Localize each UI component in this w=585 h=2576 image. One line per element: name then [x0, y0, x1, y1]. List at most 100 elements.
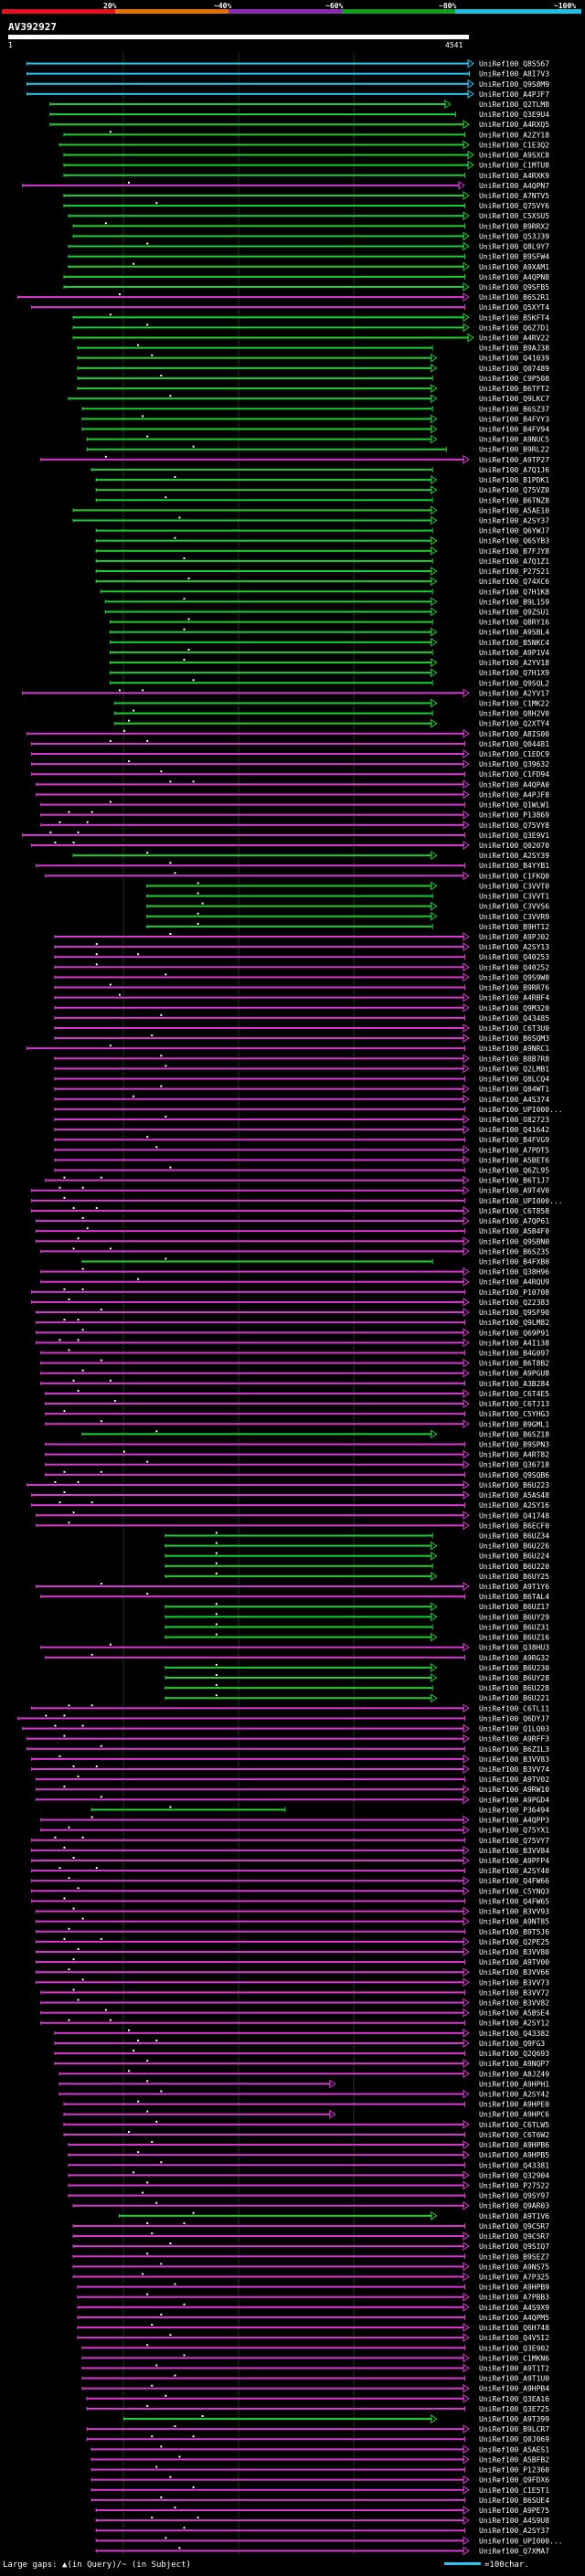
- hit-label[interactable]: UniRef100_A7Q1Z1: [479, 557, 549, 566]
- hit-bar[interactable]: [118, 2214, 432, 2217]
- hit-row[interactable]: UniRef100_A4PJF7: [27, 89, 549, 99]
- hit-label[interactable]: UniRef100_UPI000...: [479, 2537, 563, 2545]
- hit-bar[interactable]: [81, 2347, 464, 2349]
- hit-row[interactable]: UniRef100_Q4FW65: [31, 1897, 549, 1905]
- hit-bar[interactable]: [45, 1473, 464, 1476]
- hit-label[interactable]: UniRef100_Q7XMA7: [479, 2547, 549, 2555]
- hit-row[interactable]: UniRef100_A9TV02: [36, 1776, 549, 1784]
- hit-row[interactable]: UniRef100_A4RV22: [72, 333, 550, 343]
- hit-row[interactable]: UniRef100_A9T1T2: [81, 2363, 550, 2372]
- hit-row[interactable]: UniRef100_A4S9X9: [77, 2302, 550, 2312]
- hit-label[interactable]: UniRef100_A7P325: [479, 2273, 549, 2281]
- hit-bar[interactable]: [54, 1149, 464, 1151]
- hit-row[interactable]: UniRef100_Q38HU3: [40, 1642, 549, 1652]
- hit-bar[interactable]: [109, 620, 432, 623]
- hit-label[interactable]: UniRef100_B9RRX2: [479, 222, 549, 230]
- hit-bar[interactable]: [54, 1067, 464, 1070]
- hit-bar[interactable]: [165, 1677, 432, 1680]
- hit-label[interactable]: UniRef100_A5AE10: [479, 506, 549, 514]
- hit-row[interactable]: UniRef100_C6TJ13: [45, 1399, 549, 1408]
- hit-row[interactable]: UniRef100_Q75VY8: [40, 820, 549, 830]
- hit-bar[interactable]: [90, 2448, 464, 2451]
- hit-row[interactable]: UniRef100_A2SY12: [40, 2019, 549, 2028]
- hit-row[interactable]: UniRef100_A2SY37: [72, 515, 550, 525]
- hit-label[interactable]: UniRef100_A7PBB3: [479, 2294, 549, 2302]
- hit-row[interactable]: UniRef100_A9PJ02: [54, 932, 549, 941]
- hit-row[interactable]: UniRef100_B9HT12: [146, 922, 549, 931]
- hit-row[interactable]: UniRef100_B9SPN3: [45, 1440, 549, 1448]
- hit-label[interactable]: UniRef100_Q43381: [479, 2161, 549, 2169]
- hit-label[interactable]: UniRef100_C1MK22: [479, 699, 549, 707]
- hit-label[interactable]: UniRef100_Q9FG3: [479, 2040, 545, 2048]
- hit-bar[interactable]: [165, 1666, 432, 1669]
- hit-row[interactable]: UniRef100_C6T6W2: [63, 2130, 549, 2139]
- hit-row[interactable]: UniRef100_B5KFT4: [72, 313, 550, 322]
- hit-label[interactable]: UniRef100_Q3E902: [479, 2344, 549, 2352]
- hit-bar[interactable]: [123, 2418, 432, 2421]
- hit-row[interactable]: UniRef100_B6TAL4: [40, 1593, 549, 1601]
- hit-bar[interactable]: [146, 915, 432, 917]
- hit-bar[interactable]: [45, 1179, 464, 1182]
- hit-label[interactable]: UniRef100_Q9ZSU1: [479, 608, 549, 616]
- hit-row[interactable]: UniRef100_Q7H1X9: [109, 668, 549, 677]
- hit-bar[interactable]: [54, 1139, 464, 1141]
- hit-bar[interactable]: [77, 2327, 464, 2329]
- hit-row[interactable]: UniRef100_Q9SQB6: [45, 1470, 549, 1479]
- hit-bar[interactable]: [36, 1961, 464, 1964]
- hit-row[interactable]: UniRef100_A2SY16: [31, 1501, 549, 1510]
- hit-row[interactable]: UniRef100_A9NS75: [72, 2262, 550, 2271]
- hit-row[interactable]: UniRef100_Q9FDX6: [90, 2475, 550, 2485]
- hit-bar[interactable]: [95, 559, 432, 562]
- hit-row[interactable]: UniRef100_Q43381: [68, 2161, 550, 2169]
- hit-row[interactable]: UniRef100_A2ZY18: [63, 131, 549, 139]
- hit-bar[interactable]: [31, 306, 464, 309]
- hit-bar[interactable]: [36, 1981, 464, 1984]
- hit-row[interactable]: UniRef100_UPI000...: [95, 2536, 563, 2545]
- hit-label[interactable]: UniRef100_B6SZ35: [479, 1247, 549, 1256]
- hit-label[interactable]: UniRef100_B3VV74: [479, 1765, 549, 1774]
- hit-bar[interactable]: [31, 1300, 464, 1303]
- hit-bar[interactable]: [31, 1870, 464, 1872]
- hit-bar[interactable]: [90, 2498, 464, 2501]
- hit-bar[interactable]: [63, 133, 464, 136]
- hit-bar[interactable]: [36, 1311, 464, 1314]
- hit-bar[interactable]: [36, 1930, 464, 1933]
- hit-bar[interactable]: [54, 1129, 464, 1131]
- query-id[interactable]: AV392927: [8, 21, 57, 33]
- hit-label[interactable]: UniRef100_C1FD94: [479, 770, 549, 779]
- hit-bar[interactable]: [77, 356, 432, 359]
- hit-bar[interactable]: [45, 1453, 464, 1456]
- hit-bar[interactable]: [95, 570, 432, 573]
- hit-bar[interactable]: [31, 1707, 464, 1710]
- hit-bar[interactable]: [54, 1159, 464, 1161]
- hit-row[interactable]: UniRef100_Q02070: [31, 841, 549, 850]
- hit-row[interactable]: UniRef100_Q7H1K8: [100, 588, 549, 596]
- hit-bar[interactable]: [165, 1626, 432, 1628]
- hit-row[interactable]: UniRef100_A4QPA0: [36, 779, 549, 789]
- hit-label[interactable]: UniRef100_Q22383: [479, 1299, 549, 1307]
- hit-bar[interactable]: [68, 2164, 464, 2167]
- hit-bar[interactable]: [104, 600, 432, 603]
- hit-row[interactable]: UniRef100_B6SUE4: [90, 2496, 550, 2505]
- hit-label[interactable]: UniRef100_O82723: [479, 1116, 549, 1124]
- hit-bar[interactable]: [95, 539, 432, 542]
- hit-bar[interactable]: [36, 1920, 464, 1923]
- hit-label[interactable]: UniRef100_B6U226: [479, 1542, 549, 1551]
- hit-label[interactable]: UniRef100_A4RXK9: [479, 172, 549, 180]
- hit-label[interactable]: UniRef100_Q41039: [479, 355, 549, 363]
- hit-label[interactable]: UniRef100_Q4V5I2: [479, 2334, 549, 2342]
- hit-bar[interactable]: [63, 2113, 331, 2115]
- hit-row[interactable]: UniRef100_A5AE10: [72, 505, 550, 514]
- hit-bar[interactable]: [27, 72, 469, 75]
- hit-label[interactable]: UniRef100_A9P1V4: [479, 649, 549, 657]
- hit-row[interactable]: UniRef100_Q41642: [54, 1125, 549, 1134]
- hit-row[interactable]: UniRef100_Q43382: [54, 2028, 549, 2038]
- hit-row[interactable]: UniRef100_C6T858: [31, 1206, 549, 1215]
- hit-bar[interactable]: [45, 1463, 464, 1466]
- hit-bar[interactable]: [81, 1260, 432, 1263]
- hit-bar[interactable]: [165, 1544, 432, 1547]
- hit-bar[interactable]: [72, 336, 469, 339]
- hit-bar[interactable]: [81, 418, 432, 420]
- hit-row[interactable]: UniRef100_A4QPP3: [40, 1815, 549, 1825]
- hit-bar[interactable]: [58, 2072, 464, 2075]
